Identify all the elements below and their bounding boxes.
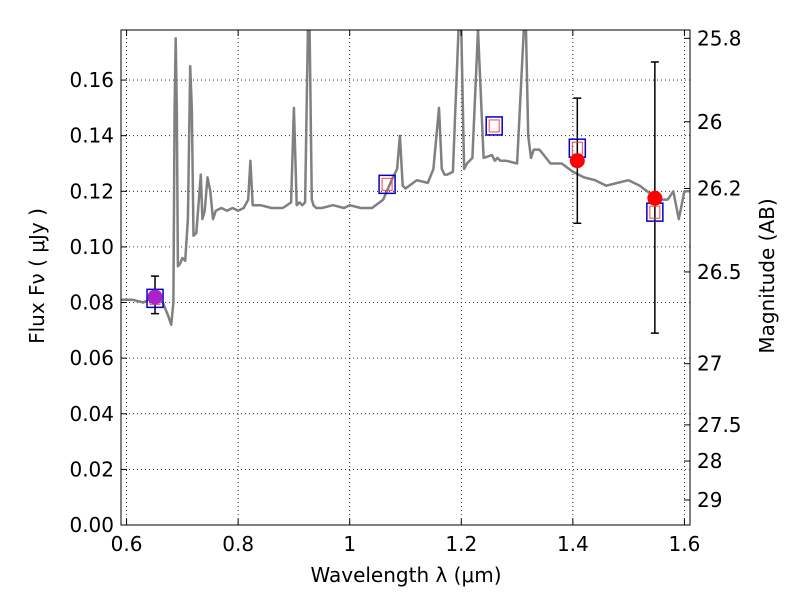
model-point xyxy=(146,288,164,309)
model-point-inner xyxy=(381,177,393,191)
x-tick-label: 1.6 xyxy=(669,532,701,556)
y-tick-label: 0.08 xyxy=(69,291,114,315)
model-point xyxy=(485,116,503,136)
right-tick-label: 27 xyxy=(697,352,722,376)
x-axis-label: Wavelength λ (μm) xyxy=(310,563,501,587)
plot-frame xyxy=(120,29,691,526)
spectrum-layer xyxy=(121,30,690,327)
y-tick-label: 0.12 xyxy=(69,179,114,203)
observed-point xyxy=(647,190,663,206)
right-tick-label: 27.5 xyxy=(697,413,742,437)
x-tick-label: 1.4 xyxy=(557,532,589,556)
right-tick-label: 28 xyxy=(697,449,722,473)
right-tick-label: 26.2 xyxy=(697,177,742,201)
y-tick-label: 0.16 xyxy=(69,68,114,92)
y-tick-label: 0.14 xyxy=(69,124,114,148)
y-axis-label: Flux Fν ( μJy ) xyxy=(25,208,49,344)
x-tick-label: 1 xyxy=(343,532,356,556)
model-point-inner xyxy=(488,119,500,133)
right-tick-label: 26 xyxy=(697,110,722,134)
right-tick-label: 29 xyxy=(697,488,722,512)
x-tick-labels: 0.6 0.8 1 1.2 1.4 1.6 xyxy=(111,532,701,556)
axis-ticks xyxy=(121,30,690,526)
spectrum-line xyxy=(121,30,690,327)
model-point-inner xyxy=(649,205,661,219)
y-tick-label: 0.04 xyxy=(69,402,114,426)
y-tick-labels: 0.00 0.02 0.04 0.06 0.08 0.10 0.12 0.14 0.16 xyxy=(69,68,114,537)
y-tick-label: 0.06 xyxy=(69,346,114,370)
y-tick-label: 0.00 xyxy=(69,513,114,537)
x-tick-label: 0.6 xyxy=(111,532,143,556)
x-tick-label: 1.2 xyxy=(445,532,477,556)
observed-points xyxy=(147,153,663,305)
y-tick-label: 0.10 xyxy=(69,235,114,259)
right-tick-label: 25.8 xyxy=(697,26,742,50)
right-tick-label: 26.5 xyxy=(697,260,742,284)
y-tick-label: 0.02 xyxy=(69,457,114,481)
right-axis-label: Magnitude (AB) xyxy=(755,198,779,353)
observed-point xyxy=(569,153,585,169)
right-tick-labels: 25.8 26 26.2 26.5 27 27.5 28 29 xyxy=(697,26,742,512)
model-point xyxy=(378,174,396,195)
x-tick-label: 0.8 xyxy=(222,532,254,556)
observed-point xyxy=(147,289,163,305)
